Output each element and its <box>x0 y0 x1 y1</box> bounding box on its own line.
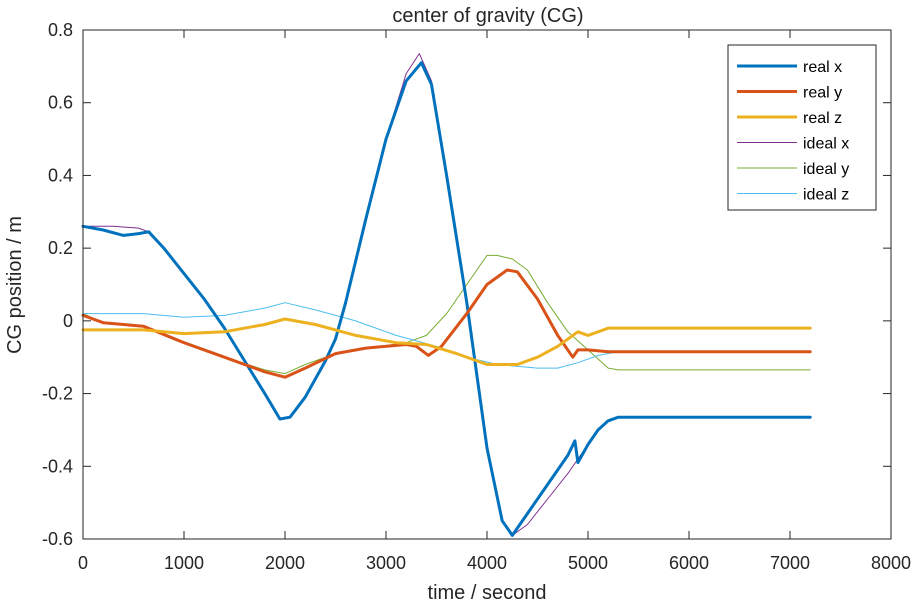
legend-box <box>727 44 877 211</box>
legend-label: real z <box>803 110 842 127</box>
y-axis: -0.6 -0.4 -0.2 0 0.2 0.4 0.6 0.8 <box>42 20 891 549</box>
x-tick-label: 2000 <box>265 553 305 573</box>
series-line-ideal-z <box>82 302 811 369</box>
chart-title: center of gravity (CG) <box>392 5 583 27</box>
x-tick-label: 5000 <box>568 553 608 573</box>
y-tick-label: 0.2 <box>48 238 73 258</box>
y-tick-label: -0.2 <box>42 384 73 404</box>
x-axis: 0 1000 2000 3000 4000 5000 6000 7000 8000 <box>78 30 911 573</box>
x-tick-label: 0 <box>78 553 88 573</box>
series-line-real-x <box>81 61 812 537</box>
y-tick-label: 0 <box>63 311 73 331</box>
y-axis-label: CG position / m <box>4 216 26 354</box>
x-tick-label: 1000 <box>164 553 204 573</box>
y-tick-label: 0.6 <box>48 93 73 113</box>
y-tick-label: 0.8 <box>48 20 73 40</box>
x-tick-label: 8000 <box>871 553 911 573</box>
x-axis-label: time / second <box>428 582 547 604</box>
series-line-ideal-y <box>82 254 811 375</box>
y-tick-label: -0.6 <box>42 529 73 549</box>
legend-label: ideal x <box>803 136 849 153</box>
series-line-real-z <box>81 317 812 366</box>
legend: real x real y real z ideal x ideal y ideal z <box>727 44 877 211</box>
series-line-real-y <box>81 268 812 379</box>
legend-label: ideal y <box>803 161 849 178</box>
legend-label: real x <box>803 59 842 76</box>
x-tick-label: 6000 <box>669 553 709 573</box>
x-tick-label: 7000 <box>770 553 810 573</box>
legend-label: real y <box>803 85 842 102</box>
y-tick-label: -0.4 <box>42 456 73 476</box>
legend-label: ideal z <box>803 187 849 204</box>
x-tick-label: 4000 <box>467 553 507 573</box>
plot-lines <box>81 53 812 537</box>
y-tick-label: 0.4 <box>48 165 73 185</box>
x-tick-label: 3000 <box>366 553 406 573</box>
series-line-ideal-x <box>82 53 811 536</box>
